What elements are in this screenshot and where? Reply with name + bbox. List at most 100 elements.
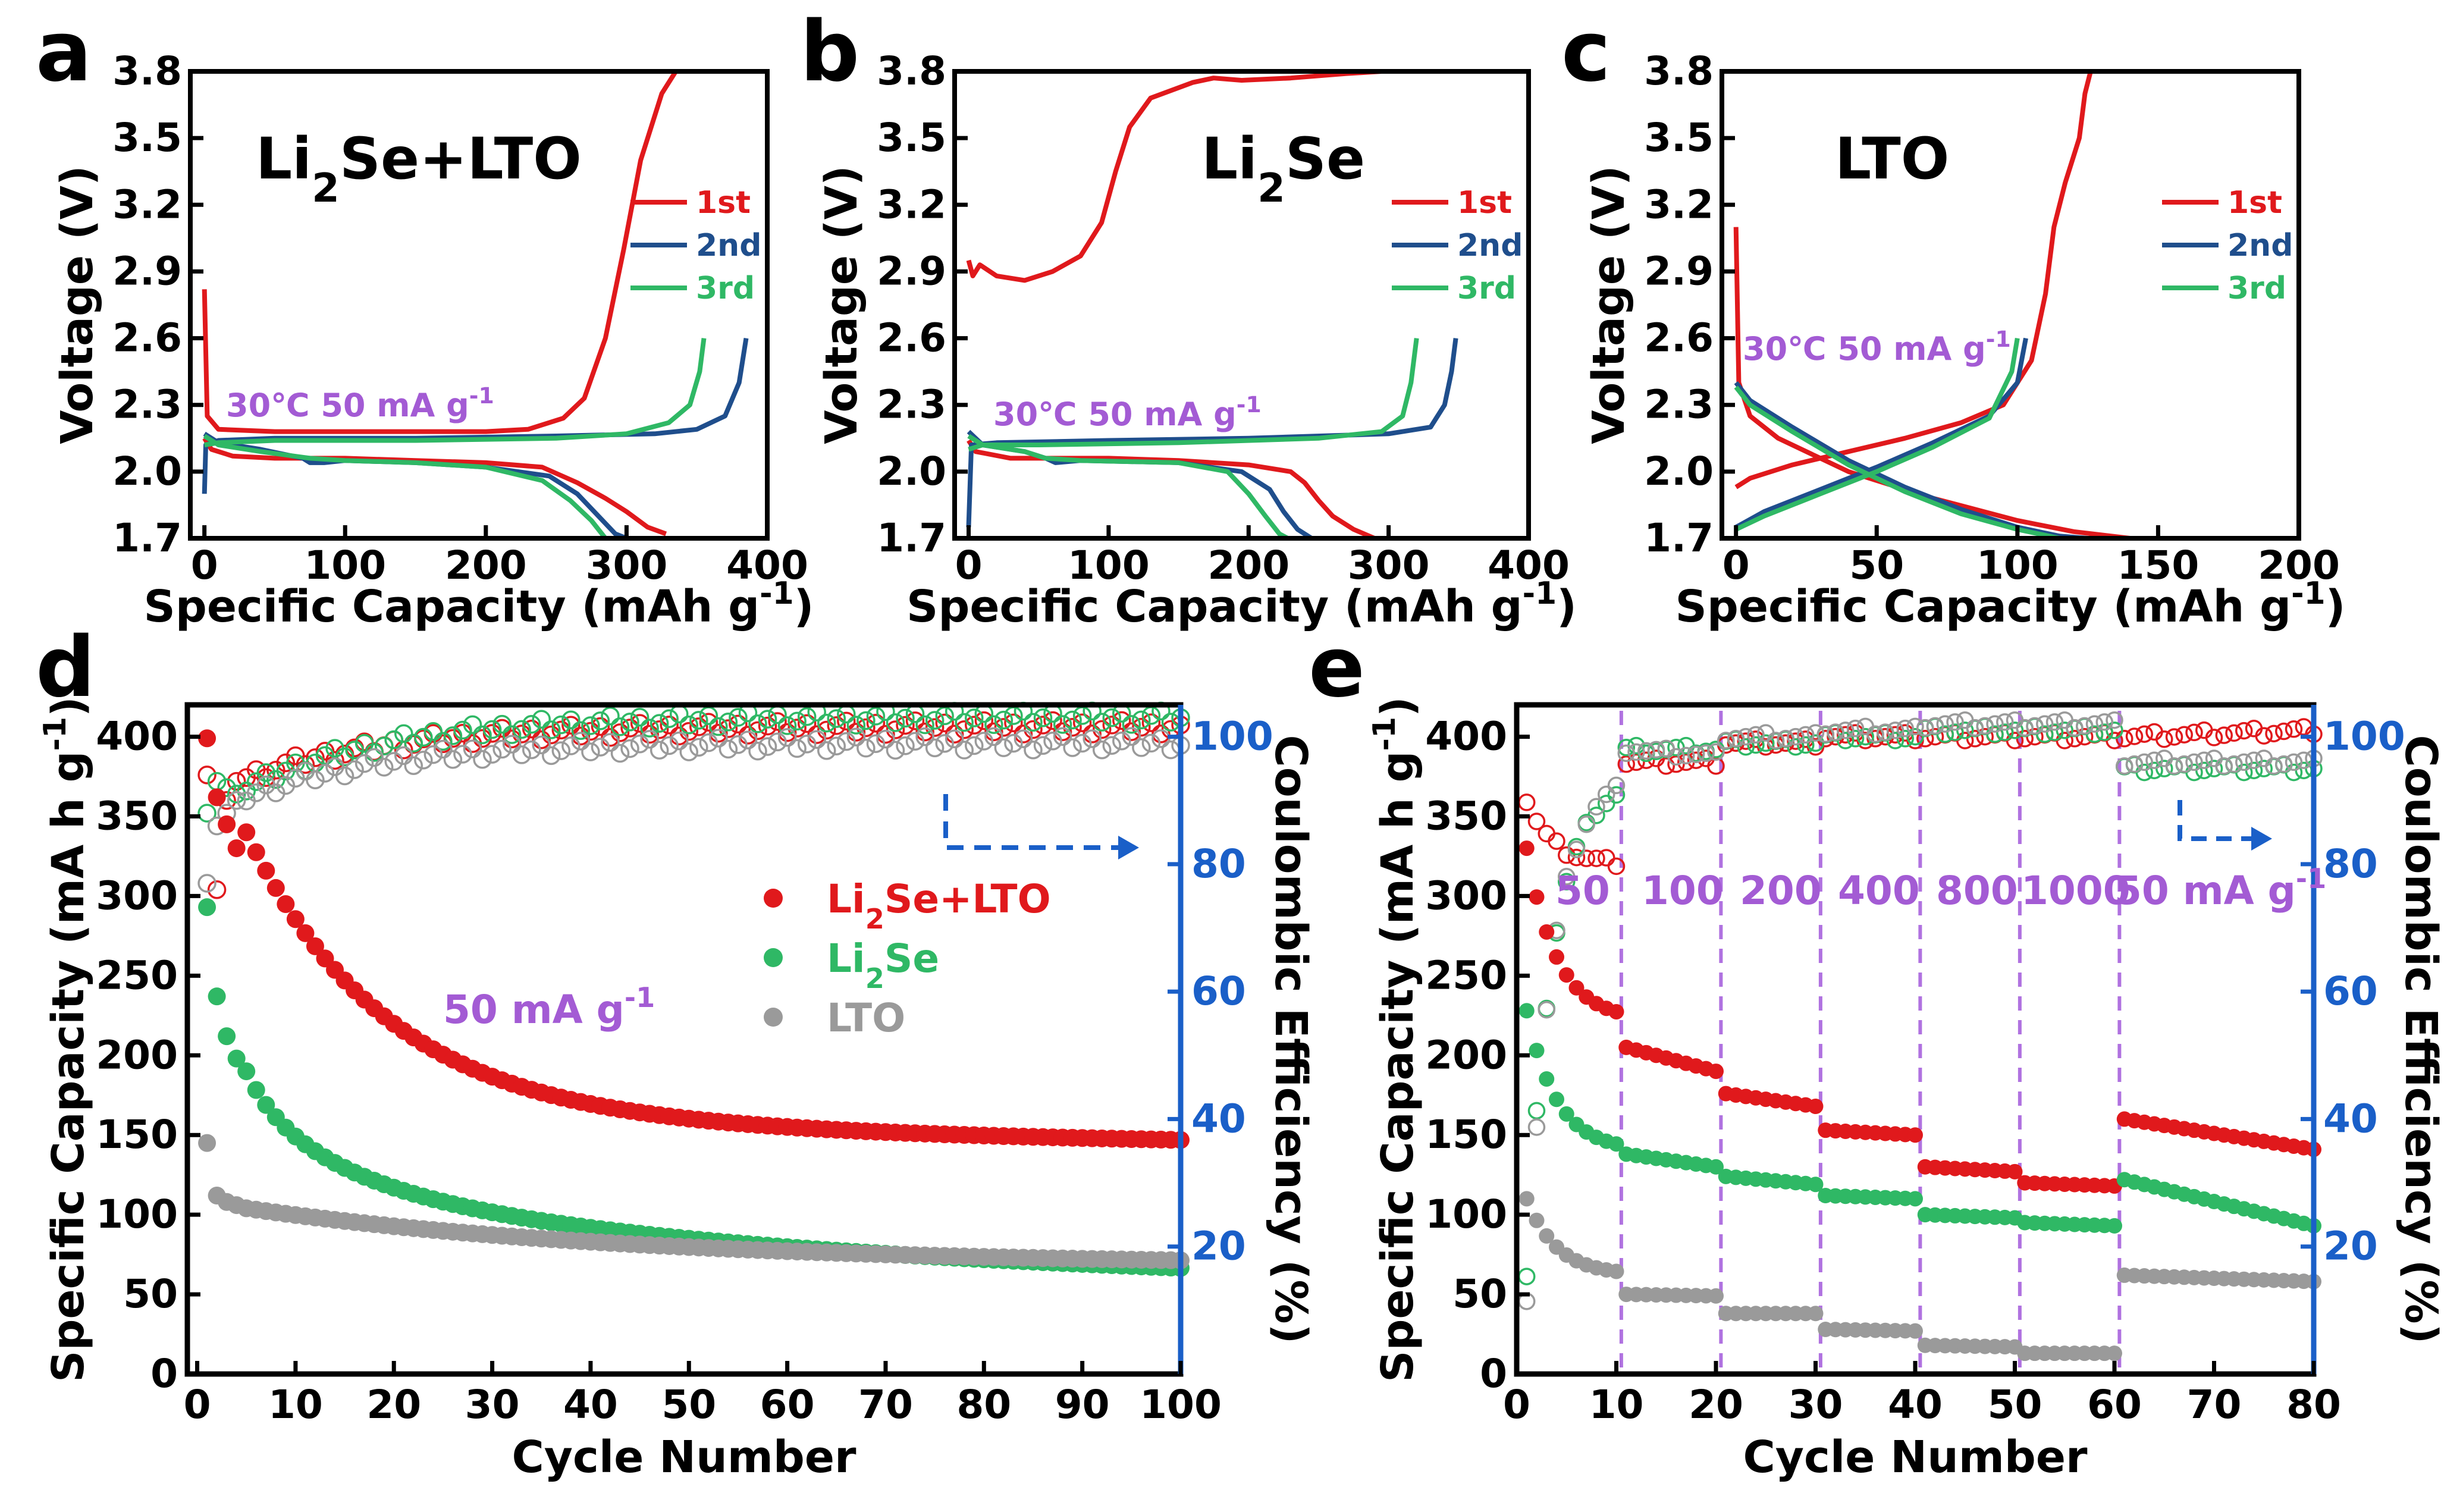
ce-point	[1053, 715, 1072, 734]
ce-point	[2235, 722, 2253, 740]
legend-label-1st: 1st	[696, 185, 751, 221]
ce-point	[404, 756, 423, 775]
ce-point	[2255, 749, 2273, 767]
legend-label-2nd: 2nd	[1457, 228, 1523, 263]
y2-tick-label: 80	[2323, 841, 2378, 887]
y-tick-label: 3.8	[1644, 48, 1714, 94]
plot-frame	[1720, 69, 2301, 541]
panel-title: Li2Se+LTO	[256, 126, 582, 211]
ce-point	[945, 729, 964, 749]
ce-point	[827, 736, 846, 756]
capacity-point	[1518, 1191, 1535, 1207]
ce-point	[1558, 873, 1576, 891]
ce-point	[738, 726, 758, 745]
ce-point	[1956, 711, 1974, 729]
ce-point	[965, 736, 984, 755]
ce-point	[1004, 713, 1023, 733]
legend-label-2nd: 2nd	[2227, 228, 2293, 263]
capacity-point	[1608, 1263, 1624, 1279]
curve-2nd	[203, 431, 627, 541]
y-tick-label: 150	[1425, 1112, 1507, 1157]
ce-point	[1667, 755, 1685, 773]
x-tick-label: 100	[304, 542, 386, 588]
y-tick-label: 2.3	[1644, 382, 1714, 428]
ce-point	[1567, 840, 1586, 858]
ce-point	[650, 741, 669, 760]
y-tick-label: 0	[1480, 1351, 1507, 1397]
ce-point	[2265, 757, 2283, 775]
capacity-point	[1708, 1288, 1724, 1304]
capacity-point	[286, 910, 305, 928]
capacity-point	[218, 815, 236, 833]
capacity-point	[296, 924, 315, 942]
ce-point	[542, 725, 561, 745]
legend-label-2nd: 2nd	[696, 228, 761, 263]
y-tick-label: 50	[1452, 1271, 1507, 1317]
ce-point	[2106, 711, 2123, 729]
ce-point	[866, 714, 886, 733]
ce-point	[394, 746, 413, 766]
ce-point	[2066, 719, 2084, 737]
rate-label: 800	[1936, 868, 2018, 914]
ce-point	[1053, 722, 1072, 741]
rate-label: 1000	[2021, 868, 2131, 914]
ce-point	[1767, 732, 1785, 749]
condition-annotation: 30℃ 50 mA g-1	[226, 382, 494, 424]
ce-point	[1797, 726, 1815, 744]
ce-point	[689, 717, 708, 736]
curve-3rd	[968, 338, 1419, 452]
y-axis-label: Voltage (V)	[816, 165, 867, 444]
ce-point	[2045, 713, 2064, 731]
ce-point	[1033, 736, 1053, 755]
x-tick-label: 10	[268, 1382, 323, 1428]
x-axis-label: Specific Capacity (mAh g-1)	[906, 576, 1577, 632]
x-tick-label: 300	[586, 542, 668, 588]
ce-point	[974, 711, 994, 730]
ce-point	[296, 755, 315, 774]
ce-point	[2155, 749, 2173, 767]
ce-point	[463, 715, 482, 735]
ce-point	[807, 730, 826, 749]
ce-point	[1737, 727, 1755, 746]
ce-point	[955, 720, 974, 739]
ce-point	[1677, 746, 1695, 765]
x-tick-label: 50	[1988, 1382, 2042, 1428]
ce-point	[945, 724, 964, 744]
ce-point	[1598, 849, 1615, 867]
ce-point	[2175, 755, 2193, 773]
ce-point	[837, 711, 856, 731]
ce-point	[1697, 744, 1715, 763]
ce-point	[1063, 717, 1082, 737]
y-tick-label: 2.9	[112, 248, 182, 294]
y-tick-label: 250	[96, 952, 178, 998]
x-tick-label: 30	[1789, 1382, 1843, 1428]
ce-point	[1946, 713, 1964, 731]
ce-point	[2185, 723, 2203, 742]
ce-point	[965, 708, 984, 727]
ce-point	[1598, 795, 1615, 813]
capacity-point	[1808, 1099, 1824, 1114]
ce-point	[227, 771, 246, 791]
ce-point	[994, 718, 1014, 737]
ce-point	[1112, 711, 1131, 730]
ce-point	[1877, 723, 1894, 741]
right-axis-arrow	[943, 794, 1130, 850]
y-tick-label: 2.6	[112, 315, 182, 361]
y-tick-label: 0	[150, 1351, 178, 1397]
panel-label-b: b	[800, 4, 859, 101]
ce-point	[227, 790, 246, 810]
ce-point	[2056, 711, 2073, 729]
ce-point	[2215, 757, 2233, 775]
ce-point	[1816, 725, 1834, 744]
capacity-point	[1808, 1177, 1824, 1193]
ce-point	[197, 804, 217, 823]
ce-point	[955, 713, 974, 732]
ce-point	[1617, 755, 1635, 773]
ce-point	[709, 724, 728, 743]
panel-label-c: c	[1561, 4, 1611, 101]
y2-tick-label: 40	[2323, 1096, 2378, 1141]
ce-point	[965, 716, 984, 735]
ce-point	[197, 766, 217, 785]
ce-point	[1132, 717, 1151, 737]
ce-point	[237, 782, 256, 801]
